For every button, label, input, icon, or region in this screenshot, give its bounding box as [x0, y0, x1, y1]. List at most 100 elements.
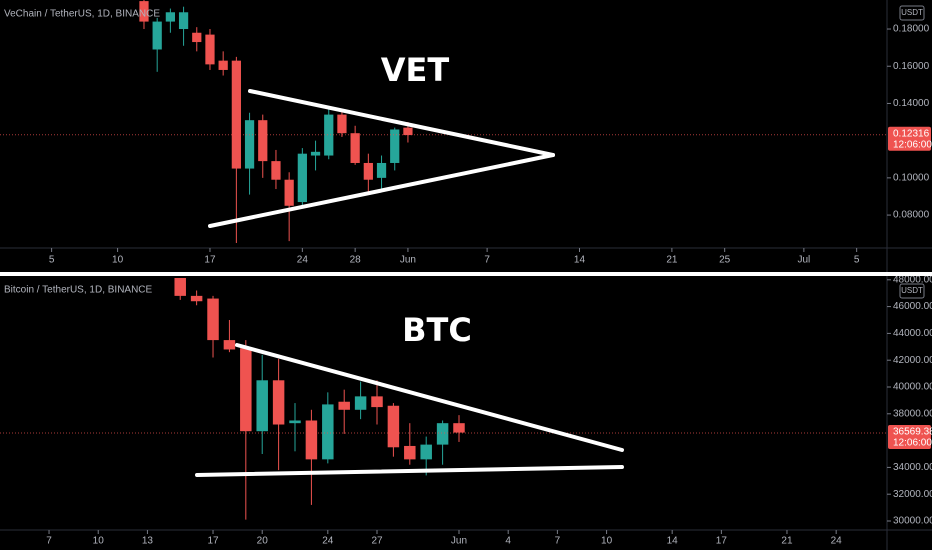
- x-tick-label: 21: [666, 255, 678, 266]
- x-tick-label: 21: [781, 536, 793, 547]
- countdown-label: 12:06:00: [893, 438, 932, 449]
- candle-body: [152, 21, 162, 50]
- x-tick-label: 24: [322, 536, 334, 547]
- x-tick-label: 28: [350, 255, 362, 266]
- candle-body: [338, 401, 350, 410]
- last-price-label: 36569.38: [893, 427, 932, 438]
- last-price-label: 0.12316: [893, 128, 930, 139]
- candle-body: [337, 114, 347, 134]
- x-tick-label: 4: [505, 536, 511, 547]
- candle-body: [284, 179, 294, 206]
- candle-body: [139, 1, 149, 22]
- y-tick-label: 32000.00: [893, 489, 932, 500]
- candle-body: [174, 278, 186, 296]
- trend-line: [195, 465, 624, 477]
- candle-body: [258, 120, 268, 162]
- candle-body: [420, 444, 432, 460]
- y-tick-label: 46000.00: [893, 301, 932, 312]
- candle-body: [376, 162, 387, 178]
- y-tick-label: 42000.00: [893, 355, 932, 366]
- candle-body: [324, 114, 334, 156]
- candle-body: [218, 60, 228, 70]
- countdown-label: 12:06:00: [893, 139, 932, 150]
- currency-box: [899, 5, 925, 21]
- candle-body: [205, 34, 215, 65]
- candle-body: [350, 133, 360, 163]
- candle-body: [256, 380, 268, 432]
- candle-body: [165, 12, 175, 22]
- candle-body: [178, 12, 189, 30]
- x-tick-label: 10: [601, 536, 613, 547]
- y-tick-label: 40000.00: [893, 382, 932, 393]
- x-tick-label: 24: [297, 255, 309, 266]
- x-tick-label: 7: [555, 536, 561, 547]
- y-tick-label: 34000.00: [893, 462, 932, 473]
- candle-body: [244, 120, 255, 169]
- candle-body: [387, 405, 400, 448]
- y-tick-label: 0.16000: [893, 61, 930, 72]
- candle-body: [192, 32, 202, 43]
- x-tick-label: 7: [46, 536, 52, 547]
- currency-label: USDT: [901, 286, 923, 295]
- x-tick-label: 5: [49, 255, 55, 266]
- x-tick-label: 14: [667, 536, 679, 547]
- x-tick-label: 25: [719, 255, 731, 266]
- candle-body: [404, 445, 416, 460]
- y-tick-label: 0.08000: [893, 210, 930, 221]
- annotation: VET: [381, 51, 450, 89]
- x-tick-label: Jul: [797, 255, 810, 266]
- candle-body: [363, 162, 373, 180]
- candle-body: [240, 348, 252, 432]
- candle-body: [310, 151, 321, 156]
- candles: [174, 278, 465, 520]
- candles: [139, 0, 413, 243]
- candle-body: [223, 340, 236, 350]
- candle-body: [190, 295, 203, 302]
- x-tick-label: 5: [854, 255, 860, 266]
- x-tick-label: 17: [204, 255, 216, 266]
- y-tick-label: 0.14000: [893, 98, 930, 109]
- last-price-box: [888, 126, 931, 151]
- x-tick-label: 13: [142, 536, 154, 547]
- trend-line: [235, 343, 624, 452]
- candle-body: [371, 396, 383, 408]
- panel: 0.08000 0.10000 0.14000 0.16000 0.18000 5 10 17…: [0, 0, 932, 266]
- y-tick-label: 48000.00: [893, 274, 932, 285]
- candle-body: [390, 129, 400, 163]
- x-tick-label: 27: [371, 536, 383, 547]
- candle-body: [354, 396, 367, 410]
- x-tick-label: 10: [93, 536, 105, 547]
- candle-body: [297, 153, 307, 203]
- candle-body: [207, 298, 219, 341]
- currency-label: USDT: [901, 8, 923, 17]
- x-tick-label: 10: [112, 255, 124, 266]
- y-tick-label: 38000.00: [893, 408, 932, 419]
- symbol-title: VeChain / TetherUS, 1D, BINANCE: [4, 9, 160, 20]
- y-tick-label: 0.10000: [893, 173, 930, 184]
- candle-body: [289, 420, 301, 424]
- annotation: BTC: [402, 311, 472, 349]
- x-tick-label: 17: [207, 536, 219, 547]
- candle-body: [322, 404, 334, 460]
- candle-body: [453, 423, 465, 433]
- x-tick-label: 20: [257, 536, 269, 547]
- x-tick-label: 7: [484, 255, 490, 266]
- x-tick-label: Jun: [451, 536, 467, 547]
- candle-body: [272, 380, 285, 425]
- x-tick-label: 14: [574, 255, 586, 266]
- y-tick-label: 44000.00: [893, 328, 932, 339]
- candle-body: [231, 60, 241, 169]
- trend-line: [248, 89, 555, 157]
- candle-body: [403, 127, 413, 136]
- candle-body: [271, 161, 281, 180]
- panel: 30000.00 32000.00 34000.00 38000.00 40000.00…: [0, 274, 932, 547]
- candle-body: [436, 423, 449, 445]
- last-price-box: [888, 424, 931, 449]
- currency-box: [899, 283, 925, 299]
- symbol-title: Bitcoin / TetherUS, 1D, BINANCE: [4, 285, 153, 296]
- x-tick-label: Jun: [400, 255, 416, 266]
- x-tick-label: 17: [716, 536, 728, 547]
- trend-line: [208, 153, 555, 228]
- x-tick-label: 24: [831, 536, 843, 547]
